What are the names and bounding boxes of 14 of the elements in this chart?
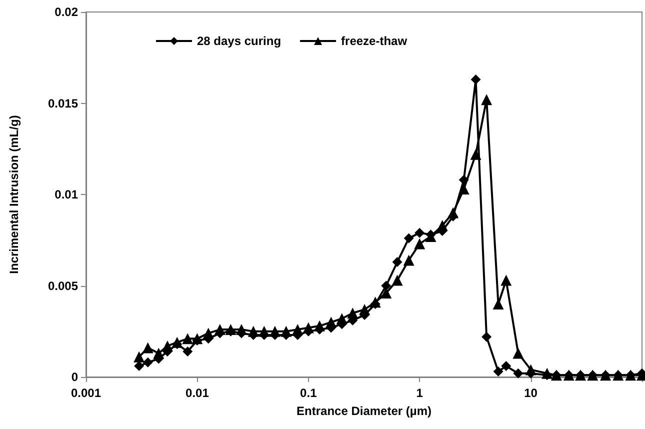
y-tick-label: 0.005 bbox=[48, 278, 78, 293]
x-tick-label: 1 bbox=[416, 386, 424, 400]
y-tick-label: 0.01 bbox=[54, 188, 78, 202]
y-tick-label: 0.015 bbox=[48, 96, 78, 110]
y-tick-label: 0 bbox=[71, 370, 78, 384]
x-tick-label: 0.1 bbox=[300, 386, 318, 400]
x-axis-title: Entrance Diameter (µm) bbox=[296, 404, 432, 418]
legend-label: freeze-thaw bbox=[341, 34, 408, 48]
y-axis-title: Incrimental Intrusion (mL/g) bbox=[7, 115, 21, 274]
x-tick-label: 0.01 bbox=[186, 386, 210, 400]
x-tick-label: 10 bbox=[524, 386, 538, 400]
y-tick-label: 0.02 bbox=[54, 5, 78, 19]
legend-label: 28 days curing bbox=[197, 34, 282, 48]
x-tick-label: 0.001 bbox=[70, 386, 102, 400]
